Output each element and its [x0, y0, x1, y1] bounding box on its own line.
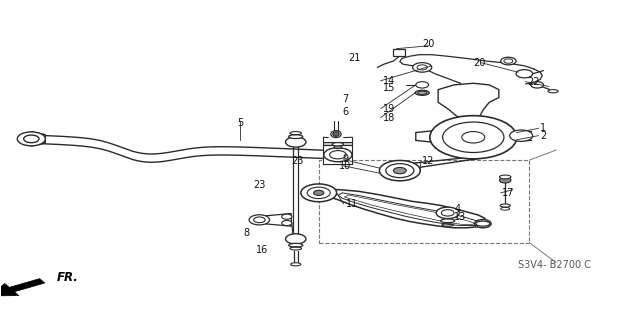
Text: 4: 4: [454, 204, 460, 214]
Text: 20: 20: [473, 58, 486, 68]
Ellipse shape: [332, 143, 344, 146]
Text: 8: 8: [243, 227, 250, 238]
Circle shape: [500, 57, 516, 65]
Text: 2: 2: [540, 131, 547, 141]
Circle shape: [285, 137, 306, 147]
Text: 20: 20: [422, 39, 435, 49]
Circle shape: [301, 184, 337, 202]
Bar: [394, 49, 405, 56]
Text: 13: 13: [454, 212, 467, 222]
Circle shape: [499, 177, 511, 183]
Circle shape: [17, 132, 45, 146]
Ellipse shape: [441, 219, 455, 223]
Ellipse shape: [291, 263, 301, 266]
Circle shape: [334, 145, 342, 149]
Text: 7: 7: [342, 94, 349, 104]
Circle shape: [413, 63, 432, 72]
Text: 5: 5: [237, 118, 243, 128]
Polygon shape: [416, 131, 432, 142]
Text: 10: 10: [339, 161, 351, 171]
Text: 12: 12: [422, 156, 435, 166]
Text: 14: 14: [383, 76, 395, 86]
Text: S3V4- B2700 C: S3V4- B2700 C: [518, 260, 591, 270]
Text: 16: 16: [257, 245, 269, 255]
Text: 21: 21: [349, 53, 361, 63]
Circle shape: [509, 130, 532, 141]
Text: 17: 17: [502, 188, 515, 198]
Ellipse shape: [500, 204, 510, 207]
Polygon shape: [31, 132, 45, 146]
Circle shape: [394, 167, 406, 174]
Circle shape: [436, 207, 460, 219]
Text: 1: 1: [540, 123, 547, 133]
Ellipse shape: [331, 130, 341, 137]
Circle shape: [282, 220, 292, 226]
Circle shape: [249, 215, 269, 225]
Ellipse shape: [415, 90, 429, 95]
Polygon shape: [323, 145, 352, 164]
Text: 19: 19: [383, 104, 395, 114]
Bar: [319, 160, 529, 243]
Text: 23: 23: [291, 156, 303, 166]
Circle shape: [531, 82, 543, 88]
Text: 18: 18: [383, 113, 395, 122]
Ellipse shape: [548, 90, 558, 93]
Circle shape: [380, 160, 420, 181]
Ellipse shape: [476, 221, 490, 226]
Circle shape: [324, 148, 352, 162]
Ellipse shape: [289, 135, 303, 138]
Circle shape: [516, 70, 532, 78]
Polygon shape: [438, 83, 499, 117]
Circle shape: [314, 190, 324, 196]
Ellipse shape: [499, 175, 511, 179]
Circle shape: [462, 131, 484, 143]
Text: 6: 6: [342, 107, 348, 117]
Text: 9: 9: [342, 154, 349, 165]
Polygon shape: [9, 278, 45, 292]
Circle shape: [282, 214, 292, 219]
Ellipse shape: [289, 243, 303, 247]
Circle shape: [416, 82, 429, 88]
Text: 23: 23: [253, 180, 266, 190]
Circle shape: [430, 116, 516, 159]
Polygon shape: [256, 213, 291, 226]
Polygon shape: [323, 142, 352, 145]
Text: 15: 15: [383, 83, 395, 93]
Text: 22: 22: [527, 77, 540, 87]
Polygon shape: [0, 284, 19, 296]
Circle shape: [474, 219, 491, 228]
Ellipse shape: [333, 132, 339, 136]
Circle shape: [285, 234, 306, 244]
Text: FR.: FR.: [56, 271, 78, 284]
Polygon shape: [320, 190, 486, 228]
Text: 11: 11: [346, 199, 358, 209]
